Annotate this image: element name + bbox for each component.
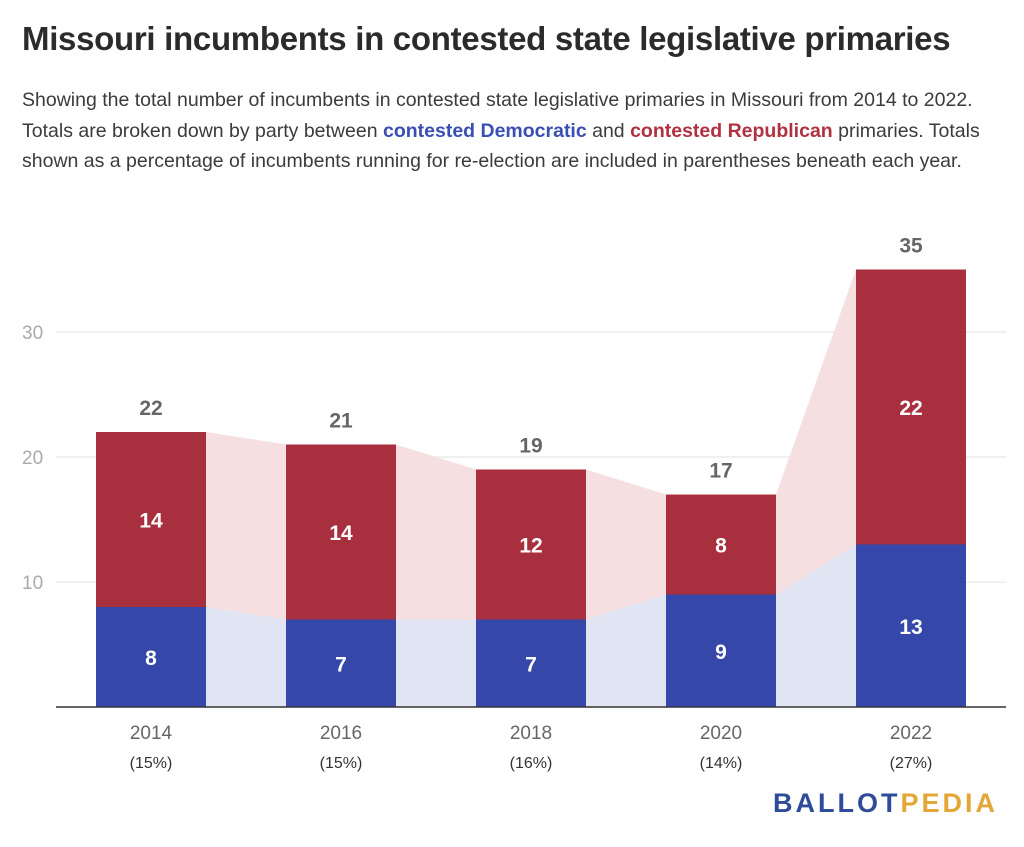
x-tick-sublabel-2020: (14%) [700, 755, 743, 772]
total-label-2014: 22 [139, 397, 162, 420]
y-tick-label-20: 20 [22, 448, 43, 469]
total-label-2020: 17 [709, 460, 732, 483]
x-tick-label-2018: 2018 [510, 723, 552, 744]
bar-label-democratic-2014: 8 [145, 647, 157, 670]
democratic-band-1 [396, 619, 476, 707]
subtitle-text-3: primaries. Totals shown as a percentage … [22, 119, 980, 173]
bar-democratic-2020 [666, 594, 776, 707]
chart-subtitle: Showing the total number of incumbents i… [22, 85, 1007, 177]
x-tick-label-2014: 2014 [130, 723, 173, 744]
democratic-band-0 [206, 607, 286, 707]
subtitle-republican-label: contested Republican [630, 119, 833, 142]
republican-band-3 [776, 269, 856, 595]
total-label-2016: 21 [329, 410, 353, 433]
subtitle-text-2: and [586, 119, 631, 142]
republican-band-2 [586, 469, 666, 620]
y-tick-label-10: 10 [22, 573, 43, 594]
bar-label-democratic-2020: 9 [715, 641, 727, 664]
x-tick-sublabel-2022: (27%) [890, 755, 933, 772]
chart-title: Missouri incumbents in contested state l… [22, 20, 951, 57]
x-tick-sublabel-2016: (15%) [320, 755, 363, 772]
total-label-2022: 35 [899, 235, 923, 258]
bar-republican-2016 [286, 444, 396, 620]
republican-band-0 [206, 432, 286, 620]
bar-label-republican-2016: 14 [329, 522, 353, 545]
total-label-2018: 19 [519, 435, 542, 458]
y-tick-label-30: 30 [22, 323, 43, 344]
x-tick-sublabel-2014: (15%) [130, 755, 173, 772]
bar-republican-2014 [96, 432, 206, 607]
x-tick-label-2016: 2016 [320, 723, 362, 744]
subtitle-text-1: Showing the total number of incumbents i… [22, 89, 973, 142]
bar-republican-2018 [476, 469, 586, 620]
bar-democratic-2016 [286, 619, 396, 707]
bar-democratic-2018 [476, 619, 586, 707]
bar-republican-2022 [856, 269, 966, 545]
bar-label-democratic-2018: 7 [525, 653, 537, 676]
bar-label-republican-2018: 12 [519, 535, 542, 558]
bar-label-republican-2014: 14 [139, 510, 163, 533]
ballotpedia-logo: BALLOTPEDIA [773, 788, 998, 819]
bar-republican-2020 [666, 494, 776, 595]
logo-text-ballot: BALLOT [772, 788, 901, 818]
subtitle-democratic-label: contested Democratic [382, 119, 587, 142]
bar-label-republican-2020: 8 [715, 535, 727, 558]
bar-label-republican-2022: 22 [899, 397, 922, 420]
logo-text-pedia: PEDIA [900, 788, 998, 818]
bar-label-democratic-2022: 13 [899, 616, 922, 639]
bar-democratic-2022 [856, 544, 966, 707]
republican-band-1 [396, 444, 476, 620]
x-tick-label-2020: 2020 [700, 723, 742, 744]
democratic-band-3 [776, 544, 856, 707]
x-tick-sublabel-2018: (16%) [510, 755, 553, 772]
bar-democratic-2014 [96, 607, 206, 707]
democratic-band-2 [586, 594, 666, 707]
x-tick-label-2022: 2022 [890, 723, 932, 744]
bar-label-democratic-2016: 7 [335, 653, 347, 676]
